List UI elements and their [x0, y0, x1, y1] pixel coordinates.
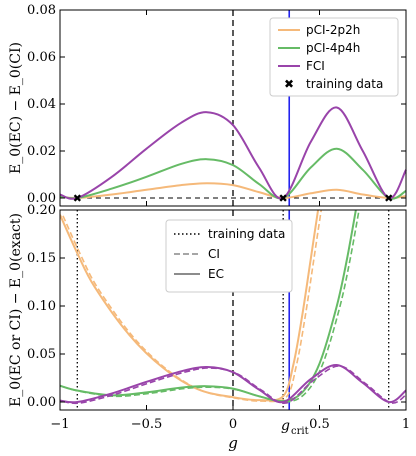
- legend-training-marker-icon: ✖: [284, 77, 294, 91]
- top-ytick-label: 0.00: [27, 191, 56, 206]
- bottom-panel: 0.00 0.05 0.10 0.15 0.20 −1 −0.5 0 0.5 1 E_0(EC …: [8, 10, 410, 452]
- svg-text:crit: crit: [291, 426, 309, 437]
- legend-label-fci: FCI: [306, 59, 325, 73]
- bottom-ytick-label: 0.20: [27, 203, 56, 218]
- bottom-y-axis-label: E_0(EC or CI) − E_0(exact): [8, 213, 24, 407]
- legend-label-bottom-training: training data: [208, 227, 285, 241]
- bottom-ytick-label: 0.05: [27, 347, 56, 362]
- bottom-ytick-label: 0.00: [27, 395, 56, 410]
- bottom-ci-line-1: [62, 210, 360, 403]
- bottom-xtick-label: −1: [50, 417, 69, 432]
- top-ytick-label: 0.08: [27, 3, 56, 18]
- bottom-ytick-label: 0.15: [27, 251, 56, 266]
- bottom-series-group: [60, 210, 406, 405]
- legend-label-pci4p4h: pCI-4p4h: [306, 41, 360, 55]
- bottom-xtick-label: −0.5: [131, 417, 163, 432]
- bottom-legend: training data CI EC: [165, 219, 293, 293]
- top-legend: pCI-2p2h pCI-4p4h FCI ✖ training data: [269, 17, 399, 97]
- bottom-xtick-label: 0: [229, 417, 237, 432]
- top-series-line-0: [59, 182, 407, 200]
- legend-label-ec: EC: [208, 267, 224, 281]
- bottom-xtick-label: 1: [402, 417, 410, 432]
- training-marker: ✖: [73, 192, 82, 205]
- bottom-ec-line-0: [60, 210, 320, 402]
- training-marker: ✖: [384, 192, 393, 205]
- legend-label-pci2p2h: pCI-2p2h: [306, 23, 360, 37]
- top-training-markers: ✖ ✖ ✖: [73, 192, 394, 205]
- top-ytick-label: 0.04: [27, 97, 56, 112]
- legend-label-training-data: training data: [306, 77, 383, 91]
- top-y-ticks: 0.00 0.02 0.04 0.06 0.08: [27, 3, 406, 206]
- svg-text:g: g: [281, 418, 290, 434]
- bottom-ytick-label: 0.10: [27, 299, 56, 314]
- bottom-ec-line-1: [60, 210, 357, 403]
- bottom-x-ticks: −1 −0.5 0 0.5 1: [50, 10, 410, 432]
- top-series-line-2: [59, 106, 407, 200]
- top-panel: ✖ ✖ ✖ 0.00 0.02 0.04 0.06 0.08 E_0(EC) − E_0(C…: [8, 3, 407, 207]
- gcrit-label: g crit: [281, 418, 309, 437]
- x-axis-label: g: [228, 434, 238, 452]
- top-ytick-label: 0.06: [27, 50, 56, 65]
- top-ytick-label: 0.02: [27, 144, 56, 159]
- legend-label-ci: CI: [208, 247, 220, 261]
- bottom-ec-line-2: [60, 363, 406, 404]
- bottom-xtick-label: 0.5: [309, 417, 330, 432]
- top-y-axis-label: E_0(EC) − E_0(CI): [8, 42, 24, 174]
- top-series-line-1: [59, 147, 407, 200]
- top-series-group: [59, 106, 407, 200]
- training-marker: ✖: [279, 192, 288, 205]
- bottom-y-ticks: 0.00 0.05 0.10 0.15 0.20: [27, 203, 406, 410]
